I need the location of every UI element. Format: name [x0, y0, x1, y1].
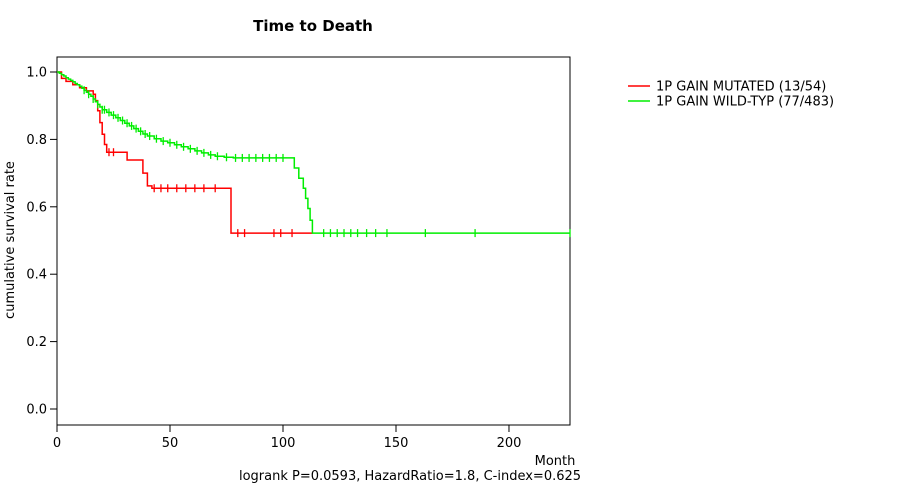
- x-tick-label: 0: [53, 436, 61, 451]
- legend: 1P GAIN MUTATED (13/54)1P GAIN WILD-TYP …: [628, 80, 834, 110]
- x-tick-label: 100: [271, 436, 296, 451]
- y-tick-label: 0.0: [26, 403, 47, 418]
- stats-caption: logrank P=0.0593, HazardRatio=1.8, C-ind…: [239, 469, 581, 484]
- chart-title: Time to Death: [253, 17, 373, 35]
- y-tick-label: 0.8: [26, 133, 47, 148]
- y-tick-label: 0.4: [26, 268, 47, 283]
- x-axis-label: Month: [535, 454, 576, 469]
- survival-curves: [57, 71, 571, 238]
- survival-curve-1: [57, 71, 570, 234]
- survival-curve-0: [57, 71, 313, 234]
- x-tick-label: 200: [497, 436, 522, 451]
- x-tick-label: 50: [162, 436, 179, 451]
- plot-border: [56, 56, 571, 426]
- legend-label-1: 1P GAIN WILD-TYP (77/483): [656, 95, 834, 110]
- legend-label-0: 1P GAIN MUTATED (13/54): [656, 80, 826, 95]
- axes: 0 50 100 150 200 1.0 0.8 0.6 0.4 0.2 0.0: [26, 66, 521, 452]
- y-tick-label: 0.6: [26, 200, 47, 215]
- y-axis-label: cumulative survival rate: [3, 161, 18, 319]
- x-tick-label: 150: [384, 436, 409, 451]
- y-tick-label: 1.0: [26, 66, 47, 81]
- y-tick-label: 0.2: [26, 335, 47, 350]
